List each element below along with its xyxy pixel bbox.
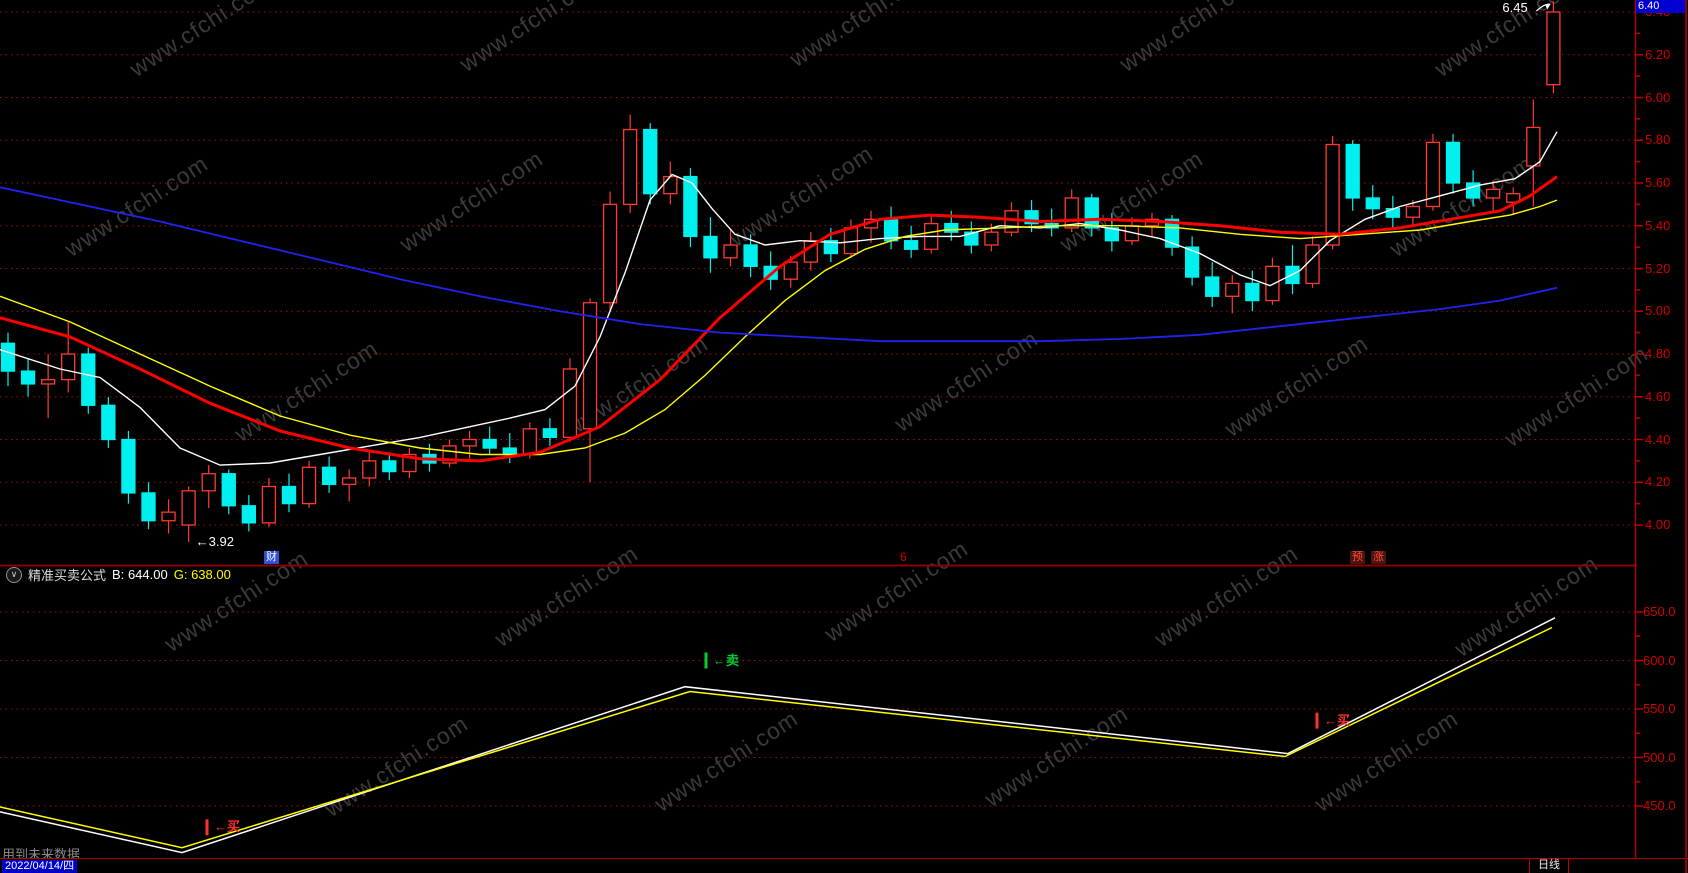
indicator-gridlines	[0, 611, 1635, 807]
indicator-title-row: ∨ 精准买卖公式 B: 644.00 G: 638.00	[6, 566, 231, 583]
main-axis-ticks	[1636, 11, 1643, 526]
candlesticks	[0, 1, 1561, 543]
ma-red	[0, 175, 1558, 463]
B-line	[0, 617, 1556, 854]
buy-signal-bar	[205, 819, 209, 836]
ma-yellow	[0, 199, 1558, 456]
date-chip: 2022/04/14/四	[2, 860, 78, 873]
indicator-field-g: G: 638.00	[173, 567, 231, 582]
indicator-name[interactable]: 精准买卖公式	[28, 568, 107, 583]
high-annotation-arrow	[1535, 3, 1551, 12]
indicator-axis-ticks	[1636, 611, 1643, 807]
ma-blue	[0, 186, 1558, 343]
period-selector[interactable]: 日线	[1529, 858, 1569, 873]
high-annotation-arrowhead	[1545, 4, 1551, 10]
ma-white	[0, 131, 1558, 466]
main-gridlines	[0, 11, 1635, 526]
window-right-border	[1685, 0, 1687, 873]
buy-signal-bar	[1315, 712, 1319, 729]
indicator-field-b: B: 644.00	[112, 567, 168, 582]
collapse-chevron-icon[interactable]: ∨	[6, 566, 22, 583]
sell-signal-bar	[704, 652, 708, 669]
G-line	[0, 626, 1553, 849]
last-price-badge: 6.40	[1636, 0, 1685, 13]
status-bar: 2022/04/14/四 日线	[0, 858, 1688, 873]
